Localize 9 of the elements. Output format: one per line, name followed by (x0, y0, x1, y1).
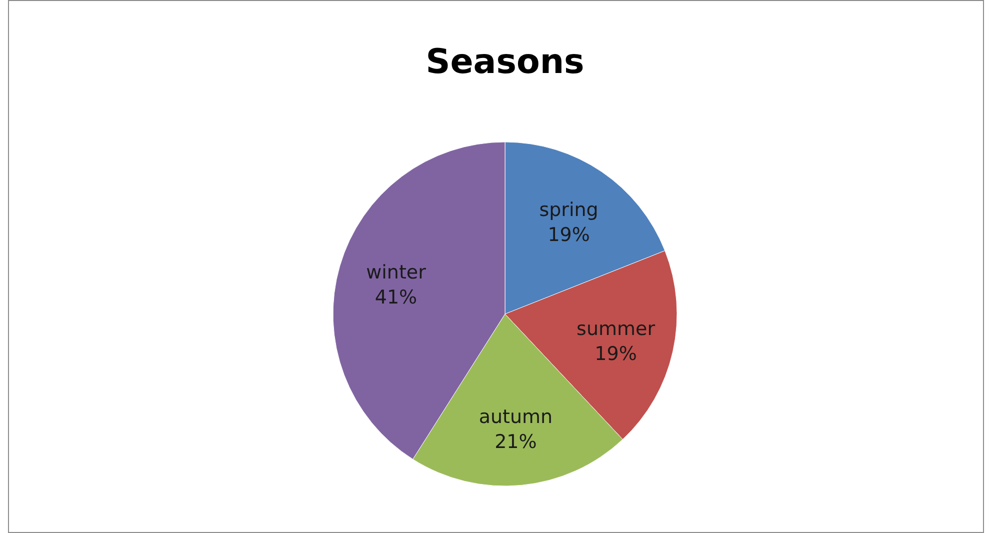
slice-label: spring (539, 199, 598, 222)
slice-label: autumn (478, 406, 553, 428)
data-label: 19% (594, 342, 637, 365)
data-label: 21% (494, 431, 537, 454)
data-label: 41% (374, 286, 418, 308)
data-label: 19% (548, 224, 590, 246)
chart-title: Seasons (426, 42, 584, 82)
slice-label: summer (576, 318, 656, 340)
slice-label: winter (366, 261, 426, 284)
